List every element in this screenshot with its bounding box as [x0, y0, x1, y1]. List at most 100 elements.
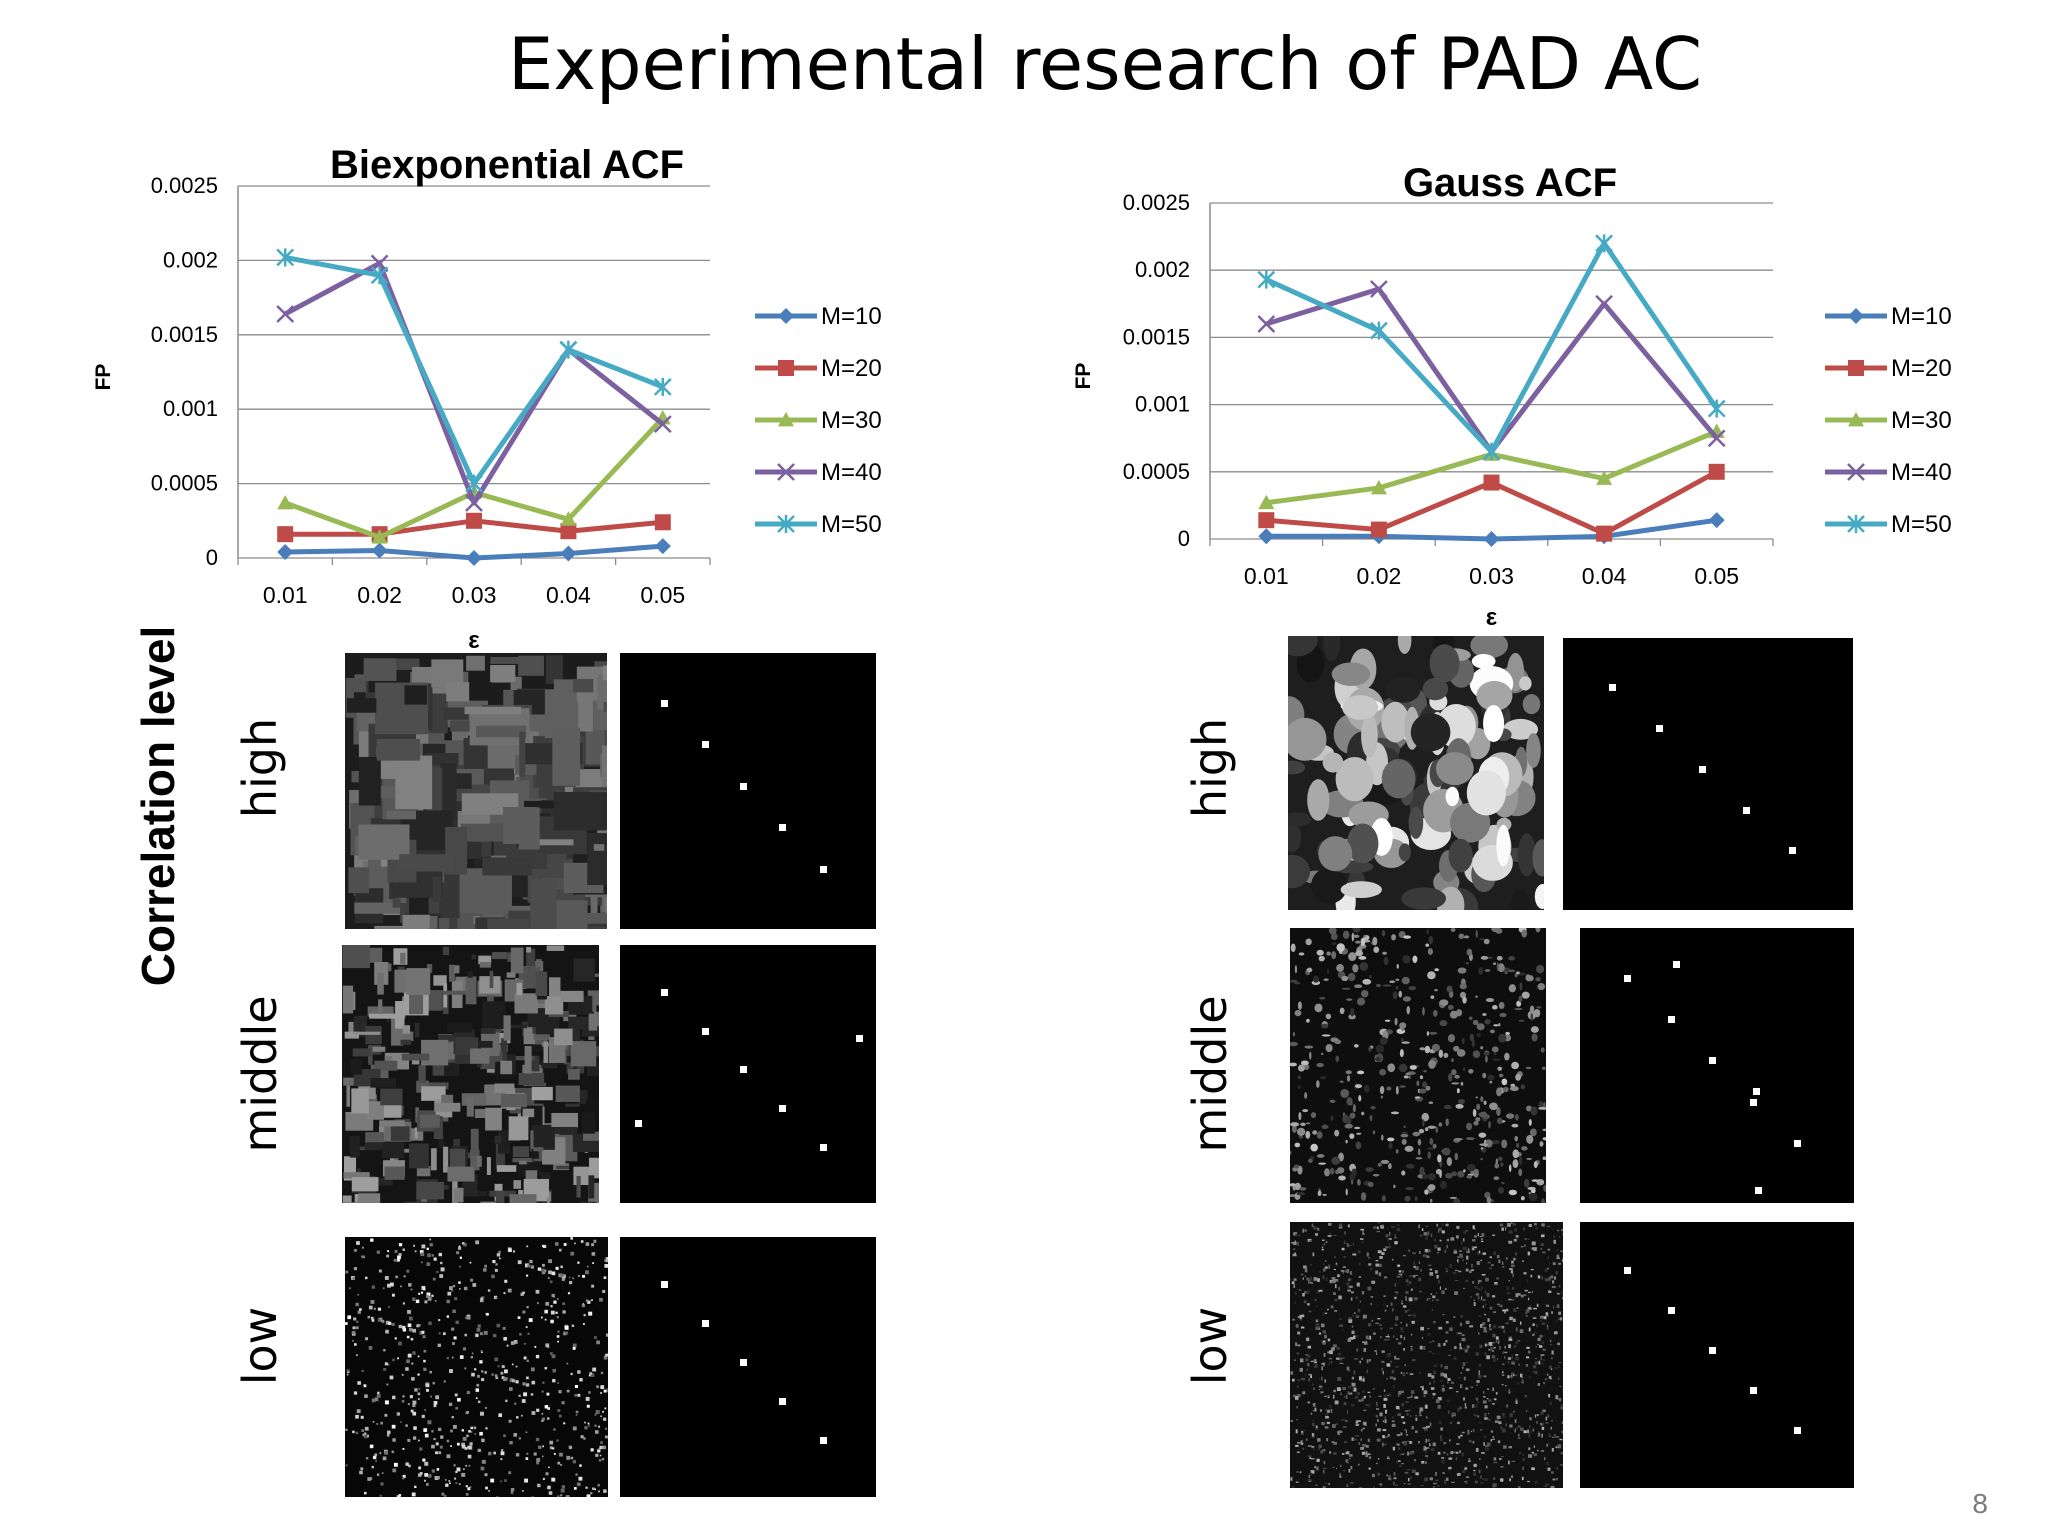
texture-blob — [1361, 1357, 1363, 1360]
texture-blob — [1548, 1433, 1551, 1436]
texture-blob — [357, 1168, 361, 1174]
texture-blob — [1438, 1122, 1443, 1127]
texture-blob — [1507, 1375, 1510, 1379]
texture-blob — [1415, 1472, 1419, 1476]
texture-blob — [1318, 1332, 1322, 1335]
texture-blob — [1396, 986, 1399, 990]
texture-blob — [1478, 1261, 1480, 1264]
texture-blob — [395, 755, 433, 810]
texture-blob — [1337, 1430, 1340, 1435]
legend-marker — [1847, 515, 1865, 533]
texture-blob — [1561, 1258, 1563, 1263]
texture-blob — [355, 1414, 359, 1419]
texture-blob — [1440, 1435, 1442, 1439]
texture-blob — [1536, 1414, 1539, 1417]
texture-blob — [371, 782, 384, 830]
texture-blob — [543, 1041, 549, 1063]
texture-blob — [1494, 1281, 1498, 1284]
texture-blob — [575, 1410, 579, 1414]
texture-blob — [1315, 1425, 1318, 1429]
texture-blob — [1445, 1223, 1449, 1227]
texture-blob — [523, 1392, 528, 1397]
x-tick-label: 0.03 — [452, 582, 497, 608]
texture-blob — [1541, 1198, 1546, 1203]
texture-blob — [1335, 1262, 1338, 1265]
texture-blob — [1493, 1358, 1496, 1363]
texture-blob — [1327, 1409, 1330, 1413]
texture-blob — [1382, 1435, 1385, 1439]
texture-blob — [1315, 1484, 1318, 1486]
texture-blob — [588, 1424, 591, 1427]
peak-dot — [1673, 961, 1681, 968]
texture-blob — [1347, 1391, 1350, 1395]
texture-blob — [366, 1101, 384, 1120]
texture-blob — [1316, 1062, 1324, 1068]
texture-blob — [1446, 1157, 1453, 1166]
texture-blob — [1406, 1163, 1415, 1169]
legend-entry: M=40 — [1825, 459, 1952, 486]
texture-blob — [495, 1143, 505, 1169]
texture-blob — [1445, 786, 1460, 807]
texture-blob — [455, 1482, 458, 1484]
texture-blob — [1355, 940, 1361, 944]
texture-blob — [495, 1296, 497, 1299]
texture-blob — [1312, 1252, 1315, 1257]
texture-blob — [1560, 1404, 1563, 1408]
texture-blob — [357, 1310, 361, 1314]
texture-blob — [470, 1356, 473, 1359]
texture-blob — [1343, 1396, 1346, 1398]
texture-blob — [459, 1288, 461, 1290]
texture-blob — [1362, 1390, 1365, 1393]
texture-blob — [1418, 1441, 1420, 1444]
texture-blob — [1559, 1284, 1561, 1288]
texture-blob — [1393, 1477, 1397, 1480]
texture-blob — [535, 971, 548, 996]
texture-blob — [471, 954, 477, 960]
texture-blob — [1411, 1469, 1416, 1473]
texture-blob — [1561, 1421, 1563, 1424]
texture-blob — [1379, 1256, 1383, 1259]
texture-blob — [1423, 1345, 1426, 1350]
texture-blob — [1501, 1181, 1505, 1185]
texture-blob — [1417, 1138, 1422, 1146]
texture-blob — [389, 1375, 394, 1380]
texture-blob — [600, 1385, 605, 1389]
texture-blob — [1477, 1279, 1482, 1283]
texture-blob — [1521, 1476, 1524, 1481]
texture-blob — [518, 1394, 521, 1397]
texture-blob — [1555, 1436, 1560, 1438]
texture-blob — [1421, 1460, 1425, 1464]
correlation-level-label: Correlation level — [132, 625, 184, 987]
field-image-middle-biexp — [342, 945, 599, 1203]
texture-blob — [1347, 1289, 1351, 1292]
texture-blob — [1492, 1058, 1501, 1061]
texture-blob — [401, 1374, 404, 1376]
texture-blob — [1520, 1196, 1525, 1201]
texture-blob — [1542, 1359, 1546, 1361]
texture-blob — [1345, 1070, 1352, 1075]
texture-blob — [1405, 1291, 1409, 1294]
texture-blob — [1474, 1235, 1478, 1238]
texture-blob — [1348, 1014, 1356, 1020]
texture-blob — [356, 1409, 361, 1414]
texture-blob — [1467, 1430, 1470, 1435]
texture-blob — [410, 1288, 413, 1291]
texture-blob — [424, 1473, 428, 1477]
texture-blob — [1490, 1430, 1493, 1433]
texture-blob — [1310, 1412, 1313, 1415]
texture-blob — [1478, 1421, 1481, 1424]
texture-blob — [479, 1332, 483, 1336]
texture-blob — [476, 1327, 481, 1332]
texture-blob — [364, 1491, 367, 1495]
texture-blob — [1419, 1250, 1421, 1254]
texture-blob — [1336, 943, 1345, 952]
texture-blob — [408, 1316, 413, 1321]
texture-blob — [1383, 1295, 1386, 1297]
texture-blob — [1313, 1226, 1317, 1230]
texture-blob — [1469, 1033, 1474, 1042]
texture-blob — [1484, 1417, 1488, 1420]
texture-blob — [535, 1289, 540, 1294]
texture-blob — [1339, 1475, 1342, 1478]
texture-blob — [604, 1435, 608, 1439]
texture-blob — [1525, 975, 1534, 982]
